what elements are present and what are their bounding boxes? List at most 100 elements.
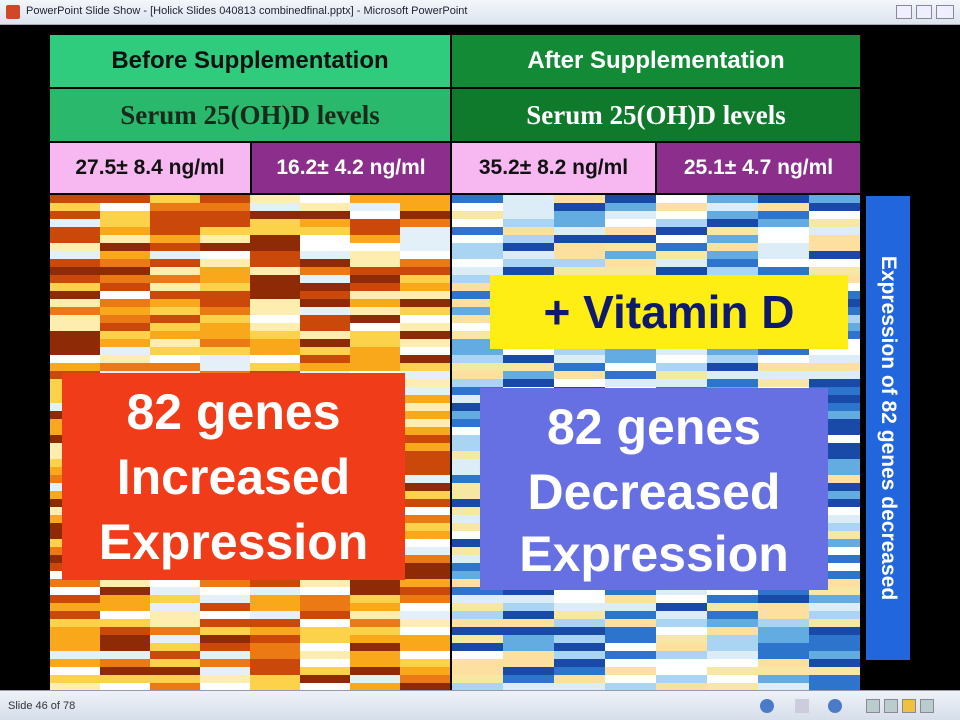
heatmap-cell [452, 667, 503, 675]
heatmap-cell [758, 347, 809, 355]
next-button[interactable] [828, 699, 842, 713]
heatmap-cell [503, 595, 554, 603]
heatmap-cell [400, 659, 450, 667]
heatmap-cell [350, 331, 400, 339]
level: 35.2± 8.2 ng/ml [452, 143, 655, 193]
heatmap-cell [809, 571, 860, 579]
heatmap-cell [605, 227, 656, 235]
heatmap-cell [554, 267, 605, 275]
minimize-button[interactable] [896, 5, 912, 19]
heatmap-cell [400, 275, 450, 283]
heatmap-cell [250, 683, 300, 690]
heatmap-cell [50, 243, 100, 251]
heatmap-cell [605, 259, 656, 267]
heatmap-cell [400, 315, 450, 323]
heatmap-cell [50, 635, 100, 643]
heatmap-cell [350, 603, 400, 611]
heatmap-cell [809, 427, 860, 435]
heatmap-cell [605, 659, 656, 667]
heatmap-cell [503, 195, 554, 203]
heatmap-cell [200, 355, 250, 363]
heatmap-cell [300, 619, 350, 627]
heatmap-cell [250, 251, 300, 259]
left-box: 82 genes Increased Expression [62, 373, 405, 580]
heatmap-cell [50, 331, 100, 339]
menu-button[interactable] [795, 699, 809, 713]
heatmap-cell [300, 307, 350, 315]
heatmap-cell [707, 227, 758, 235]
heatmap-cell [707, 635, 758, 643]
heatmap-cell [350, 611, 400, 619]
heatmap-cell [452, 443, 503, 451]
window-title: PowerPoint Slide Show - [Holick Slides 0… [26, 5, 468, 17]
maximize-button[interactable] [916, 5, 932, 19]
heatmap-cell [452, 627, 503, 635]
heatmap-cell [150, 659, 200, 667]
heatmap-cell [200, 603, 250, 611]
heatmap-cell [100, 267, 150, 275]
view-button[interactable] [884, 699, 898, 713]
heatmap-cell [758, 195, 809, 203]
close-button[interactable] [936, 5, 954, 19]
heatmap-cell [400, 243, 450, 251]
heatmap-cell [452, 355, 503, 363]
heatmap-cell [200, 683, 250, 690]
heatmap-cell [605, 267, 656, 275]
heatmap-cell [656, 595, 707, 603]
heatmap-cell [100, 683, 150, 690]
heatmap-cell [400, 539, 450, 547]
heatmap-cell [758, 371, 809, 379]
heatmap-cell [554, 371, 605, 379]
heatmap-cell [707, 243, 758, 251]
heatmap-cell [300, 227, 350, 235]
heatmap-cell [100, 643, 150, 651]
heatmap-cell [400, 683, 450, 690]
heatmap-cell [250, 347, 300, 355]
heatmap-cell [656, 211, 707, 219]
heatmap-cell [250, 643, 300, 651]
heatmap-cell [200, 347, 250, 355]
app-icon [6, 5, 20, 19]
heatmap-cell [200, 667, 250, 675]
heatmap-cell [300, 627, 350, 635]
heatmap-cell [200, 267, 250, 275]
heatmap-cell [809, 531, 860, 539]
heatmap-cell [150, 243, 200, 251]
heatmap-cell [100, 291, 150, 299]
prev-button[interactable] [760, 699, 774, 713]
box-line: 82 genes [546, 399, 761, 455]
heatmap-cell [452, 251, 503, 259]
heatmap-cell [200, 611, 250, 619]
view-button[interactable] [920, 699, 934, 713]
heatmap-cell [503, 363, 554, 371]
heatmap-cell [554, 235, 605, 243]
heatmap-cell [809, 355, 860, 363]
heatmap-cell [150, 603, 200, 611]
heatmap-cell [809, 387, 860, 395]
heatmap-cell [809, 659, 860, 667]
heatmap-cell [50, 195, 100, 203]
heatmap-cell [400, 507, 450, 515]
heatmap-cell [554, 643, 605, 651]
heatmap-cell [350, 219, 400, 227]
heatmap-cell [809, 395, 860, 403]
heatmap-cell [656, 675, 707, 683]
heatmap-cell [400, 451, 450, 459]
view-button[interactable] [902, 699, 916, 713]
heatmap-cell [50, 211, 100, 219]
heatmap-cell [50, 203, 100, 211]
heatmap-cell [452, 659, 503, 667]
heatmap-cell [452, 675, 503, 683]
heatmap-cell [300, 603, 350, 611]
heatmap-cell [452, 411, 503, 419]
heatmap-cell [707, 267, 758, 275]
heatmap-cell [150, 579, 200, 587]
heatmap-cell [707, 355, 758, 363]
heatmap-cell [503, 379, 554, 387]
heatmap-cell [758, 259, 809, 267]
view-button[interactable] [866, 699, 880, 713]
heatmap-cell [809, 211, 860, 219]
heatmap-cell [758, 235, 809, 243]
heatmap-cell [452, 595, 503, 603]
heatmap-cell [707, 627, 758, 635]
